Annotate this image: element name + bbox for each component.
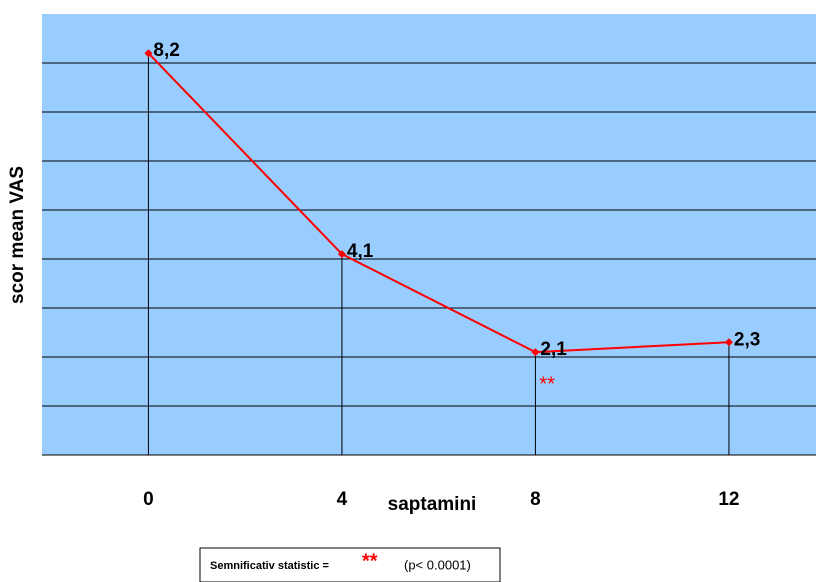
point: [531, 348, 540, 357]
legend-box: [199, 547, 501, 582]
data-label: 2,1: [540, 339, 567, 360]
data-label: 2,3: [734, 329, 760, 350]
point: [337, 250, 346, 259]
series-line: [147, 52, 729, 354]
annotation: **: [539, 373, 555, 395]
x-tick-label: 8: [530, 489, 541, 510]
legend-text: Semnificativ statistic =: [210, 560, 329, 572]
point: [724, 338, 733, 347]
x-tick-label: 0: [143, 489, 154, 510]
legend-symbol: **: [362, 550, 378, 572]
plot-area: [42, 14, 816, 455]
x-tick-label: 4: [337, 489, 348, 510]
legend-note: (p< 0.0001): [404, 557, 471, 572]
x-axis-label: saptamini: [388, 494, 477, 515]
data-label: 8,2: [153, 40, 179, 61]
x-tick-label: 12: [718, 489, 739, 510]
data-label: 4,1: [347, 241, 374, 262]
y-axis-label: scor mean VAS: [7, 166, 28, 304]
point: [144, 49, 153, 58]
